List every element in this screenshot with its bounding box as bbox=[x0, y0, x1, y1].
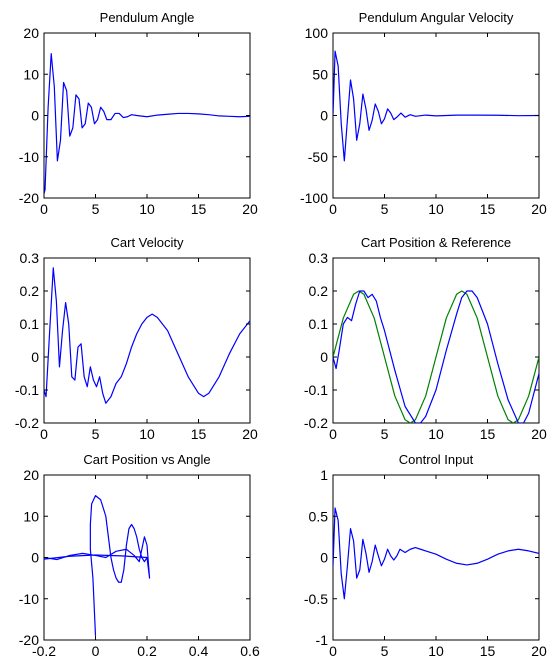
pendulum-angular-velocity-x-tick-label: 0 bbox=[329, 201, 337, 217]
cart-position-reference-title: Cart Position & Reference bbox=[361, 235, 511, 250]
cart-velocity-x-tick-label: 0 bbox=[40, 426, 48, 442]
pendulum-angular-velocity-y-tick-label: -100 bbox=[300, 190, 328, 206]
cart-velocity-y-tick-label: 0.2 bbox=[20, 283, 40, 299]
pendulum-angle-y-tick-label: -10 bbox=[19, 149, 39, 165]
cart-velocity-title: Cart Velocity bbox=[111, 235, 184, 250]
control-input-title: Control Input bbox=[399, 452, 474, 467]
control-input-x-tick-label: 5 bbox=[381, 643, 389, 659]
control-input-chart: 0 5 10 15 20 -1 -0.5 0 0.5 1 Control Input bbox=[304, 452, 547, 659]
cart-position-vs-angle-x-tick-label: 0.4 bbox=[189, 643, 209, 659]
pendulum-angle-x-tick-label: 15 bbox=[191, 201, 207, 217]
cart-position-vs-angle-title: Cart Position vs Angle bbox=[83, 452, 210, 467]
control-input-y-tick-label: 0 bbox=[320, 550, 328, 566]
pendulum-angular-velocity-title: Pendulum Angular Velocity bbox=[359, 10, 514, 25]
pendulum-angular-velocity-x-tick-label: 20 bbox=[531, 201, 547, 217]
cart-position-reference-y-tick-label: -0.2 bbox=[304, 415, 328, 431]
cart-position-reference-y-tick-label: 0.3 bbox=[309, 250, 329, 266]
control-input-y-tick-label: -1 bbox=[316, 632, 329, 648]
cart-position-vs-angle-y-tick-label: 10 bbox=[23, 508, 39, 524]
pendulum-angle-y-tick-label: -20 bbox=[19, 190, 39, 206]
pendulum-angle-series-1-line bbox=[44, 53, 250, 195]
cart-velocity-series-1-line bbox=[44, 267, 250, 404]
control-input-x-tick-label: 20 bbox=[531, 643, 547, 659]
cart-position-reference-series-2-line bbox=[333, 290, 539, 423]
cart-velocity-plot-area bbox=[43, 257, 251, 424]
cart-position-reference-chart: 0 5 10 15 20 -0.2 -0.1 0 0.1 0.2 0.3 Cart Position … bbox=[304, 235, 547, 442]
pendulum-angle-y-tick-label: 20 bbox=[23, 25, 39, 41]
cart-velocity-x-tick-label: 20 bbox=[242, 426, 258, 442]
cart-position-reference-y-tick-label: 0.1 bbox=[309, 316, 329, 332]
control-input-y-tick-label: -0.5 bbox=[304, 591, 328, 607]
pendulum-angular-velocity-y-tick-label: -50 bbox=[308, 149, 328, 165]
cart-position-vs-angle-y-tick-label: 0 bbox=[31, 550, 39, 566]
pendulum-angular-velocity-chart: 0 5 10 15 20 -100 -50 0 50 100 Pendulum Angular Ve… bbox=[300, 10, 547, 217]
cart-velocity-x-tick-label: 10 bbox=[139, 426, 155, 442]
cart-velocity-y-tick-label: 0.1 bbox=[20, 316, 40, 332]
cart-position-reference-plot-area bbox=[332, 257, 540, 424]
cart-position-reference-x-tick-label: 5 bbox=[381, 426, 389, 442]
cart-velocity-x-tick-label: 5 bbox=[92, 426, 100, 442]
pendulum-angular-velocity-y-tick-label: 50 bbox=[312, 66, 328, 82]
cart-velocity-x-tick-label: 15 bbox=[191, 426, 207, 442]
cart-position-reference-x-tick-label: 0 bbox=[329, 426, 337, 442]
cart-position-vs-angle-series-2-line bbox=[44, 554, 148, 560]
pendulum-angle-y-tick-label: 0 bbox=[31, 108, 39, 124]
cart-position-reference-x-tick-label: 15 bbox=[480, 426, 496, 442]
pendulum-angular-velocity-series-1-line bbox=[333, 50, 539, 162]
control-input-plot-area bbox=[332, 474, 540, 641]
cart-position-vs-angle-x-tick-label: -0.2 bbox=[32, 643, 56, 659]
pendulum-angle-x-tick-label: 10 bbox=[139, 201, 155, 217]
pendulum-angular-velocity-x-tick-label: 10 bbox=[428, 201, 444, 217]
cart-velocity-y-tick-label: 0.3 bbox=[20, 250, 40, 266]
cart-position-vs-angle-y-tick-label: -10 bbox=[19, 591, 39, 607]
pendulum-angular-velocity-y-tick-label: 0 bbox=[320, 108, 328, 124]
cart-position-reference-series-1-line bbox=[333, 290, 539, 423]
cart-position-vs-angle-x-tick-label: 0 bbox=[92, 643, 100, 659]
pendulum-angle-x-tick-label: 5 bbox=[92, 201, 100, 217]
cart-position-reference-x-tick-label: 10 bbox=[428, 426, 444, 442]
cart-velocity-y-tick-label: -0.1 bbox=[15, 382, 39, 398]
control-input-y-tick-label: 0.5 bbox=[309, 508, 329, 524]
pendulum-angle-x-tick-label: 20 bbox=[242, 201, 258, 217]
cart-velocity-y-tick-label: -0.2 bbox=[15, 415, 39, 431]
cart-position-vs-angle-x-tick-label: 0.6 bbox=[240, 643, 260, 659]
pendulum-angle-title: Pendulum Angle bbox=[100, 10, 195, 25]
cart-position-reference-y-tick-label: -0.1 bbox=[304, 382, 328, 398]
cart-position-reference-x-tick-label: 20 bbox=[531, 426, 547, 442]
cart-velocity-chart: 0 5 10 15 20 -0.2 -0.1 0 0.1 0.2 0.3 Cart Velocity bbox=[15, 235, 258, 442]
cart-position-reference-y-tick-label: 0.2 bbox=[309, 283, 329, 299]
cart-position-reference-y-tick-label: 0 bbox=[320, 349, 328, 365]
cart-position-vs-angle-x-tick-label: 0.2 bbox=[137, 643, 157, 659]
pendulum-angular-velocity-y-tick-label: 100 bbox=[305, 25, 329, 41]
cart-position-vs-angle-series-1-line bbox=[44, 495, 151, 636]
pendulum-angular-velocity-x-tick-label: 5 bbox=[381, 201, 389, 217]
pendulum-angle-y-tick-label: 10 bbox=[23, 66, 39, 82]
pendulum-angle-chart: 0 5 10 15 20 -20 -10 0 10 20 Pendulum Angle bbox=[19, 10, 258, 217]
control-input-x-tick-label: 10 bbox=[428, 643, 444, 659]
cart-velocity-y-tick-label: 0 bbox=[31, 349, 39, 365]
cart-position-vs-angle-y-tick-label: -20 bbox=[19, 632, 39, 648]
control-input-y-tick-label: 1 bbox=[320, 467, 328, 483]
control-input-x-tick-label: 15 bbox=[480, 643, 496, 659]
pendulum-angle-x-tick-label: 0 bbox=[40, 201, 48, 217]
cart-position-vs-angle-chart: -0.2 0 0.2 0.4 0.6 -20 -10 0 10 20 Cart Position v… bbox=[19, 452, 260, 659]
control-input-x-tick-label: 0 bbox=[329, 643, 337, 659]
cart-position-vs-angle-y-tick-label: 20 bbox=[23, 467, 39, 483]
control-input-series-1-line bbox=[333, 507, 539, 600]
pendulum-angular-velocity-x-tick-label: 15 bbox=[480, 201, 496, 217]
